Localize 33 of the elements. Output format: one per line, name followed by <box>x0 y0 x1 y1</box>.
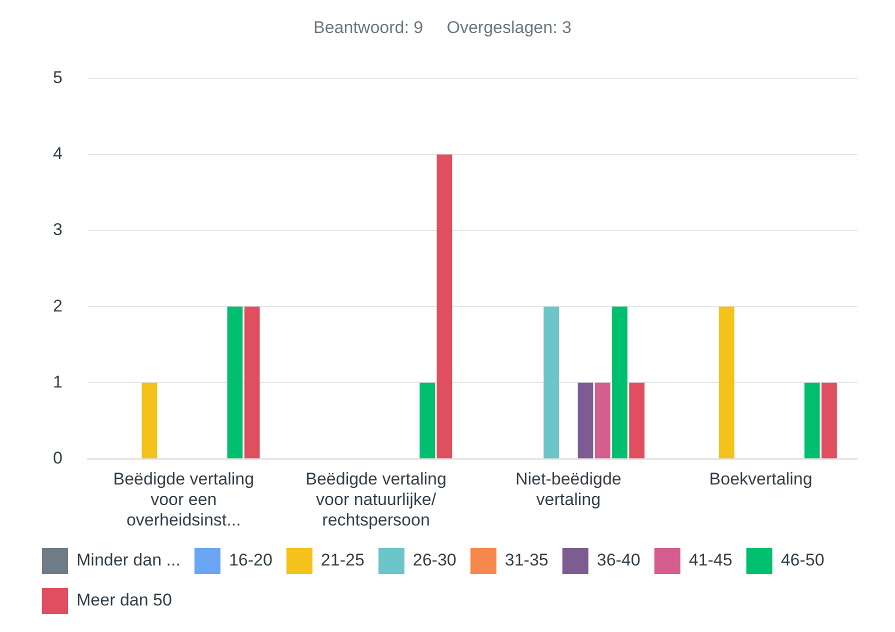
legend-label: 41-45 <box>688 550 732 570</box>
legend-label: Minder dan ... <box>76 550 180 570</box>
chart-title: Beantwoord: 9 Overgeslagen: 3 <box>314 18 572 37</box>
legend-label: 46-50 <box>780 550 824 570</box>
x-tick-label: Niet-beëdigde vertaling <box>515 470 622 510</box>
bar <box>544 306 560 458</box>
legend-label: Meer dan 50 <box>76 590 172 610</box>
bar <box>594 382 610 458</box>
bar <box>578 382 594 458</box>
legend-label: 26-30 <box>412 550 456 570</box>
bar <box>612 306 628 458</box>
bar <box>718 306 734 458</box>
y-tick-label: 4 <box>52 144 62 164</box>
x-tick-label: Beëdigde vertaling voor een overheidsinst... <box>113 470 254 530</box>
bar <box>420 382 436 458</box>
bar <box>227 306 243 458</box>
y-tick-label: 0 <box>52 448 62 468</box>
legend-label: 36-40 <box>596 550 640 570</box>
y-tick-label: 5 <box>52 68 62 88</box>
bar <box>244 306 260 458</box>
x-tick-label: Beëdigde vertaling voor natuurlijke/ rechtspersoon <box>306 470 446 530</box>
bar <box>822 382 837 458</box>
y-tick-label: 3 <box>52 220 62 240</box>
legend-label: 16-20 <box>228 550 272 570</box>
y-tick-label: 1 <box>52 372 62 392</box>
x-tick-label: Boekvertaling <box>709 470 812 489</box>
legend-label: 21-25 <box>320 550 364 570</box>
bar <box>804 382 820 458</box>
bar <box>142 382 158 458</box>
y-tick-label: 2 <box>52 296 62 316</box>
bar <box>436 154 452 458</box>
bar <box>629 382 645 458</box>
legend-label: 31-35 <box>504 550 548 570</box>
